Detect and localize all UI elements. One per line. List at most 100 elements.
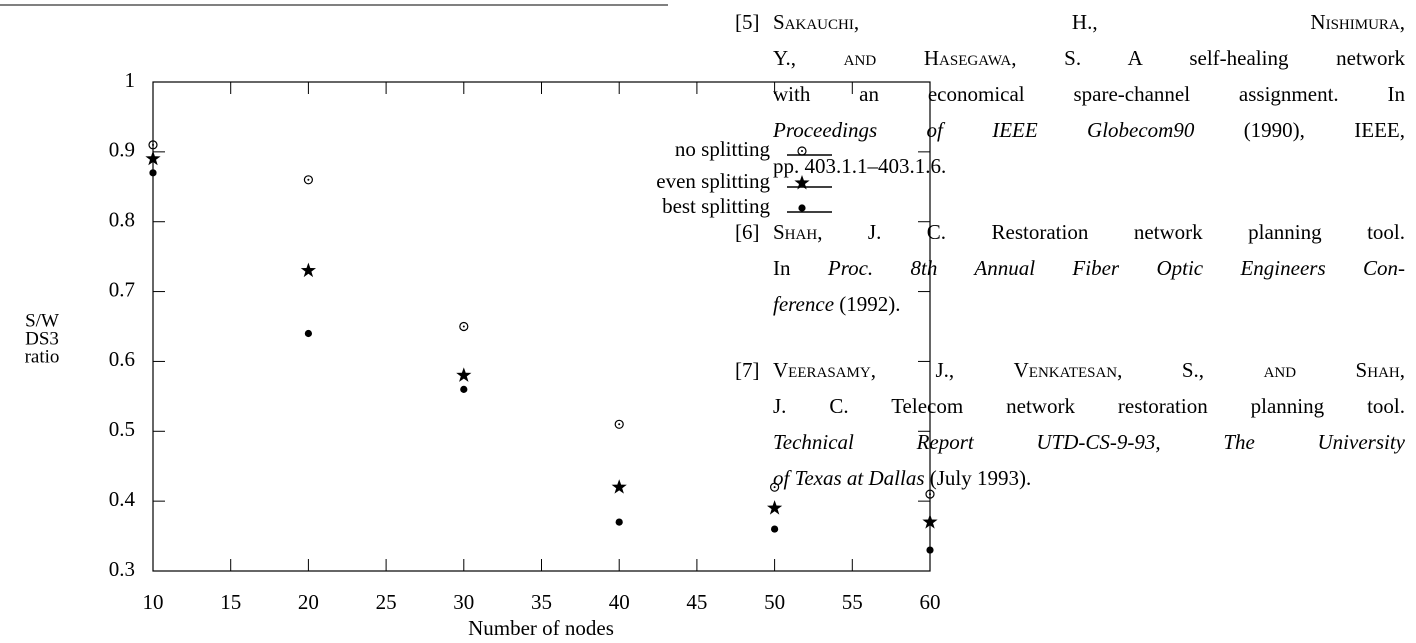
text-run: , J.,: [870, 358, 1014, 382]
reference-line: ference (1992).: [773, 286, 1405, 322]
legend-marker: [798, 204, 806, 212]
data-point: [614, 419, 624, 429]
text-run: of Texas at Dallas: [773, 466, 925, 490]
text-run: Veerasamy: [773, 358, 871, 382]
x-axis-label: Number of nodes: [468, 616, 614, 640]
data-point: [459, 321, 469, 332]
data-point: [456, 367, 472, 382]
reference: [6] Shah, J. C. Restoration network plann…: [735, 214, 1405, 322]
text-run: with an economical spare-channel assignm…: [773, 82, 1405, 106]
reference-label: [5]: [735, 10, 760, 34]
text-run: ,: [1399, 358, 1405, 382]
x-tick-label: 10: [143, 590, 164, 614]
text-run: ,: [1399, 10, 1405, 34]
text-run: Y.,: [773, 46, 844, 70]
reference-line: Technical Report UTD-CS-9-93, The Univer…: [773, 424, 1405, 460]
text-run: J. C. Telecom network restoration planni…: [773, 394, 1405, 418]
reference-label: [6]: [735, 220, 760, 244]
reference: [7] Veerasamy, J., Venkatesan, S., and Sh…: [735, 352, 1405, 496]
reference-label: [7]: [735, 358, 760, 382]
y-tick-label: 0.6: [109, 347, 135, 371]
y-tick-label: 0.9: [109, 138, 135, 162]
x-tick-label: 15: [220, 590, 241, 614]
y-tick-label: 0.5: [109, 417, 135, 441]
x-tick-label: 25: [376, 590, 397, 614]
reference-line: J. C. Telecom network restoration planni…: [773, 388, 1405, 424]
legend-marker: [797, 146, 807, 156]
y-axis-label: DS3: [25, 328, 59, 349]
y-axis-label: ratio: [25, 346, 60, 367]
text-run: (July 1993).: [924, 466, 1032, 490]
text-run: pp. 403.1.1–403.1.6.: [773, 154, 947, 178]
reference-line: Proceedings of IEEE Globecom90 (1990), I…: [773, 112, 1405, 148]
data-point: [304, 329, 312, 338]
x-tick-label: 60: [920, 590, 941, 614]
text-run: Proc. 8th Annual Fiber Optic Engineers C…: [827, 256, 1405, 280]
text-run: , J. C. Restoration network planning too…: [817, 220, 1405, 244]
text-run: , H.,: [853, 10, 1311, 34]
data-point: [925, 489, 935, 499]
text-run: Nishimura: [1310, 10, 1400, 34]
text-run: Venkatesan: [1013, 358, 1118, 382]
references: [5] Sakauchi, H., Nishimura, Y., and Haseg…: [735, 4, 1405, 526]
text-run: Shah: [773, 220, 818, 244]
text-run: Technical Report UTD-CS-9-93, The Univer…: [773, 430, 1405, 454]
marker-center: [929, 493, 931, 496]
x-tick-label: 20: [298, 590, 319, 614]
reference: [5] Sakauchi, H., Nishimura, Y., and Haseg…: [735, 4, 1405, 184]
marker-center: [773, 486, 776, 489]
marker-center: [618, 423, 621, 426]
legend-label: best splitting: [662, 194, 770, 218]
x-tick-label: 45: [686, 590, 707, 614]
marker-center: [462, 325, 465, 328]
reference-line: Sakauchi, H., Nishimura,: [773, 4, 1405, 40]
y-tick-label: 0.3: [109, 557, 135, 581]
y-tick-label: 1: [125, 68, 136, 92]
data-point: [300, 262, 316, 278]
y-tick-label: 0.7: [109, 277, 135, 301]
y-tick-label: 0.8: [109, 208, 135, 232]
text-run: and Hasegawa: [843, 46, 1012, 70]
x-tick-label: 40: [609, 590, 630, 614]
x-tick-label: 50: [764, 590, 785, 614]
data-point: [303, 175, 313, 185]
reference-line: of Texas at Dallas (July 1993).: [773, 460, 1405, 496]
reference-line: with an economical spare-channel assignm…: [773, 76, 1405, 112]
text-run: Proceedings of IEEE Globecom90: [773, 118, 1195, 142]
x-tick-label: 30: [453, 590, 474, 614]
reference-line: Shah, J. C. Restoration network planning…: [773, 214, 1405, 250]
data-point: [926, 546, 934, 554]
data-point: [767, 500, 783, 515]
data-point: [922, 514, 938, 529]
legend-label: no splitting: [675, 137, 771, 161]
data-point: [148, 140, 158, 150]
text-run: Sakauchi: [773, 10, 854, 34]
y-tick-label: 0.4: [109, 487, 136, 511]
reference-line: Y., and Hasegawa, S. A self-healing netw…: [773, 40, 1405, 76]
reference-line: pp. 403.1.1–403.1.6.: [773, 148, 1405, 184]
text-run: (1990), IEEE,: [1194, 118, 1405, 142]
data-point: [771, 525, 779, 533]
x-tick-label: 35: [531, 590, 552, 614]
marker-center: [152, 143, 154, 146]
data-point: [611, 479, 627, 494]
reference-line: Veerasamy, J., Venkatesan, S., and Shah,: [773, 352, 1405, 388]
data-point: [145, 150, 161, 166]
data-point: [460, 385, 468, 393]
text-run: ference: [773, 292, 835, 316]
text-run: , S. A self-healing network: [1011, 46, 1405, 70]
reference-line: In Proc. 8th Annual Fiber Optic Engineer…: [773, 250, 1405, 286]
data-point: [149, 169, 157, 177]
data-point: [769, 482, 780, 492]
text-run: , S.,: [1117, 358, 1264, 382]
text-run: and Shah: [1263, 358, 1400, 382]
x-tick-label: 55: [842, 590, 863, 614]
text-run: (1992).: [834, 292, 901, 316]
marker-center: [307, 178, 310, 181]
marker-center: [801, 150, 803, 152]
legend-marker: [794, 175, 810, 190]
y-axis-label: S/W: [25, 310, 59, 331]
data-point: [615, 518, 623, 526]
